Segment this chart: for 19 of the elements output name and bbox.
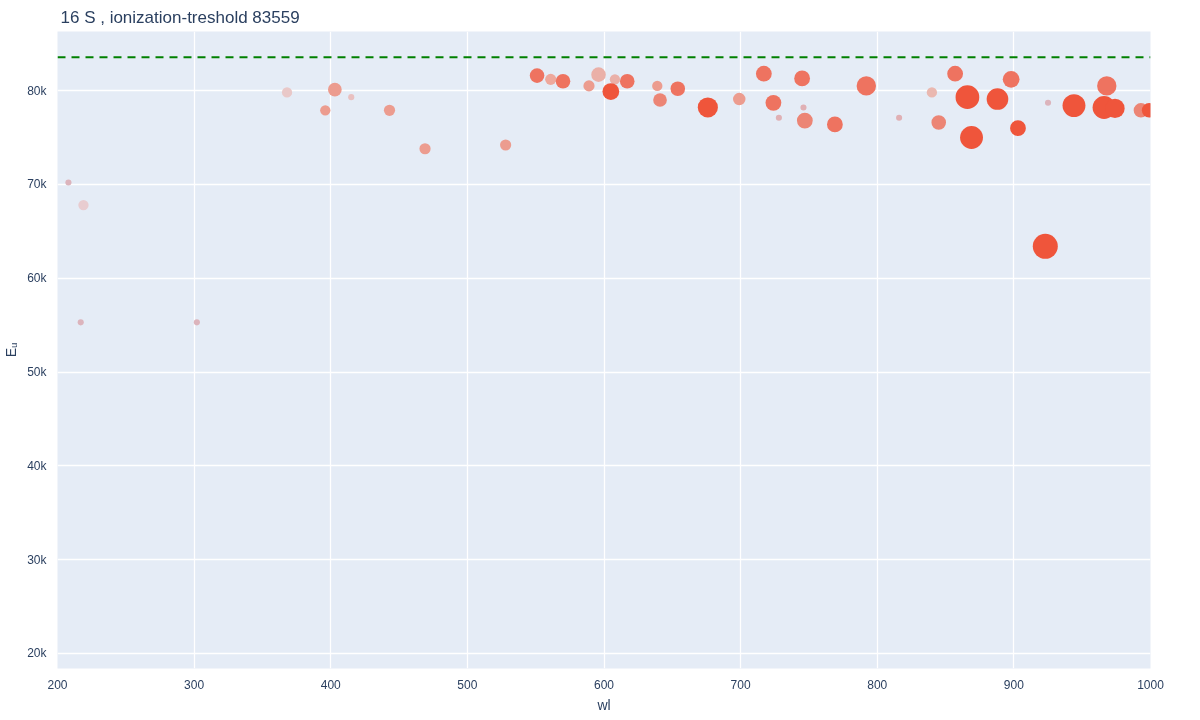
x-tick-label: 700 (730, 677, 751, 692)
y-axis-title: Eᵤ (3, 342, 20, 358)
x-tick-label: 800 (867, 677, 888, 692)
y-tick-label: 70k (27, 177, 48, 192)
x-tick-label: 300 (184, 677, 205, 692)
y-tick-label: 20k (27, 646, 48, 661)
y-tick-label: 50k (27, 365, 48, 380)
x-tick-label: 600 (593, 677, 615, 692)
x-axis-title: wl (596, 696, 611, 713)
y-tick-label: 30k (27, 552, 48, 567)
y-tick-label: 60k (27, 271, 48, 286)
y-tick-label: 80k (27, 83, 48, 98)
x-tick-label: 900 (1003, 677, 1025, 692)
chart-title: 16 S , ionization-treshold 83559 (60, 7, 300, 27)
y-tick-label: 40k (27, 458, 48, 473)
x-tick-label: 1000 (1137, 677, 1165, 692)
x-tick-label: 400 (320, 677, 342, 692)
x-tick-label: 500 (457, 677, 478, 692)
x-tick-label: 200 (47, 677, 68, 692)
